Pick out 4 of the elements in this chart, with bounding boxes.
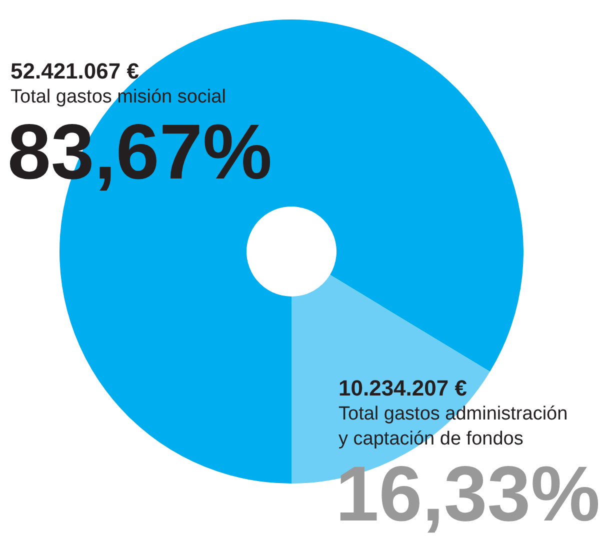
text: 16,33% (336, 450, 600, 538)
slice-label: Total gastos misión social (10, 86, 226, 108)
data-label: 52.421.067 € (10, 58, 139, 84)
data-label: 10.234.207 € (338, 376, 467, 400)
